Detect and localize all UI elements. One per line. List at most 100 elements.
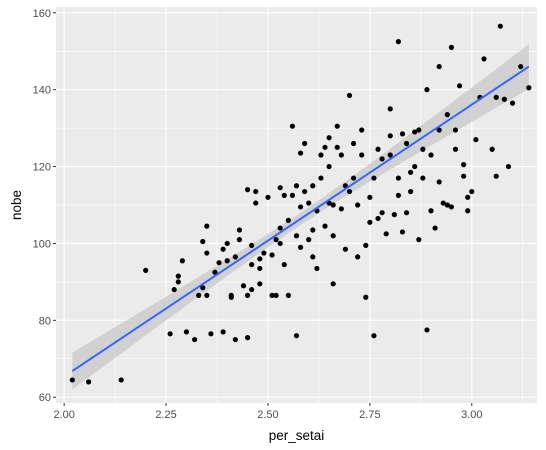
data-point bbox=[269, 252, 275, 258]
data-point bbox=[428, 152, 434, 158]
data-point bbox=[436, 63, 442, 70]
data-point bbox=[452, 127, 459, 133]
data-point bbox=[526, 85, 532, 91]
data-point bbox=[220, 329, 226, 335]
data-point bbox=[244, 187, 251, 193]
data-point bbox=[249, 242, 255, 248]
data-point bbox=[277, 225, 283, 231]
data-point bbox=[403, 140, 410, 147]
data-point bbox=[440, 200, 446, 206]
data-point bbox=[277, 185, 283, 191]
data-point bbox=[204, 250, 210, 256]
data-point bbox=[200, 285, 206, 291]
data-point bbox=[420, 175, 426, 181]
data-point bbox=[224, 240, 230, 247]
data-point bbox=[355, 202, 361, 208]
data-point bbox=[338, 152, 344, 158]
data-point bbox=[461, 173, 467, 179]
data-point bbox=[236, 237, 243, 243]
data-point bbox=[367, 194, 373, 200]
data-point bbox=[204, 223, 210, 229]
x-tick-label: 2.00 bbox=[53, 409, 74, 421]
data-point bbox=[232, 336, 238, 343]
data-point bbox=[293, 333, 300, 339]
x-tick-label: 2.75 bbox=[359, 409, 380, 421]
data-point bbox=[428, 208, 434, 214]
data-point bbox=[412, 129, 418, 135]
x-tick-label: 2.50 bbox=[257, 409, 278, 421]
data-point bbox=[175, 273, 181, 279]
data-point bbox=[436, 179, 442, 185]
data-point bbox=[310, 183, 316, 189]
data-point bbox=[183, 329, 190, 335]
data-point bbox=[240, 283, 247, 289]
data-point bbox=[505, 163, 512, 170]
data-point bbox=[200, 238, 206, 245]
data-point bbox=[387, 133, 393, 139]
data-point bbox=[493, 173, 499, 179]
data-point bbox=[452, 146, 459, 152]
data-point bbox=[403, 210, 410, 216]
data-point bbox=[322, 223, 328, 229]
y-axis-title: nobe bbox=[9, 190, 24, 220]
data-point bbox=[196, 292, 202, 298]
data-point bbox=[375, 215, 381, 222]
data-point bbox=[302, 188, 308, 195]
data-point bbox=[465, 208, 471, 214]
data-point bbox=[69, 377, 75, 383]
data-point bbox=[322, 144, 328, 150]
data-point bbox=[171, 286, 177, 293]
data-point bbox=[220, 246, 226, 252]
y-tick-label: 100 bbox=[33, 238, 51, 250]
data-point bbox=[465, 194, 471, 200]
data-point bbox=[518, 63, 524, 70]
data-point bbox=[363, 294, 369, 300]
data-point bbox=[481, 56, 487, 62]
data-point bbox=[310, 227, 316, 233]
data-point bbox=[253, 200, 259, 206]
data-point bbox=[326, 135, 332, 141]
data-point bbox=[310, 254, 316, 260]
data-point bbox=[228, 294, 234, 300]
data-point bbox=[334, 123, 340, 129]
data-point bbox=[244, 335, 251, 341]
data-point bbox=[253, 188, 259, 195]
data-point bbox=[420, 146, 426, 152]
x-tick-label: 2.25 bbox=[155, 409, 176, 421]
data-point bbox=[371, 175, 377, 181]
data-point bbox=[314, 265, 320, 272]
x-axis-title: per_setai bbox=[269, 428, 325, 443]
data-point bbox=[444, 112, 450, 118]
data-point bbox=[391, 212, 397, 218]
data-point bbox=[244, 292, 251, 298]
data-point bbox=[489, 146, 495, 152]
y-tick-label: 120 bbox=[33, 162, 51, 174]
data-point bbox=[395, 175, 402, 181]
data-point bbox=[412, 163, 418, 170]
data-point bbox=[285, 217, 291, 223]
data-point bbox=[318, 175, 324, 181]
data-point bbox=[387, 152, 393, 158]
data-point bbox=[261, 250, 267, 256]
y-axis-ticks: 60 80 100 120 140 160 bbox=[33, 8, 56, 404]
data-point bbox=[399, 131, 406, 137]
data-point bbox=[326, 163, 332, 170]
data-point bbox=[208, 331, 214, 337]
data-point bbox=[350, 175, 357, 181]
data-point bbox=[204, 292, 210, 298]
data-point bbox=[167, 331, 173, 337]
data-point bbox=[350, 140, 357, 147]
y-tick-label: 160 bbox=[33, 8, 51, 20]
data-point bbox=[469, 188, 475, 195]
data-point bbox=[273, 237, 279, 243]
data-point bbox=[387, 106, 393, 112]
data-point bbox=[257, 265, 263, 272]
data-point bbox=[383, 231, 389, 237]
data-point bbox=[269, 292, 275, 298]
data-point bbox=[306, 200, 312, 206]
data-point bbox=[399, 229, 406, 235]
data-point bbox=[408, 169, 414, 175]
data-point bbox=[395, 39, 402, 45]
data-point bbox=[338, 206, 344, 212]
